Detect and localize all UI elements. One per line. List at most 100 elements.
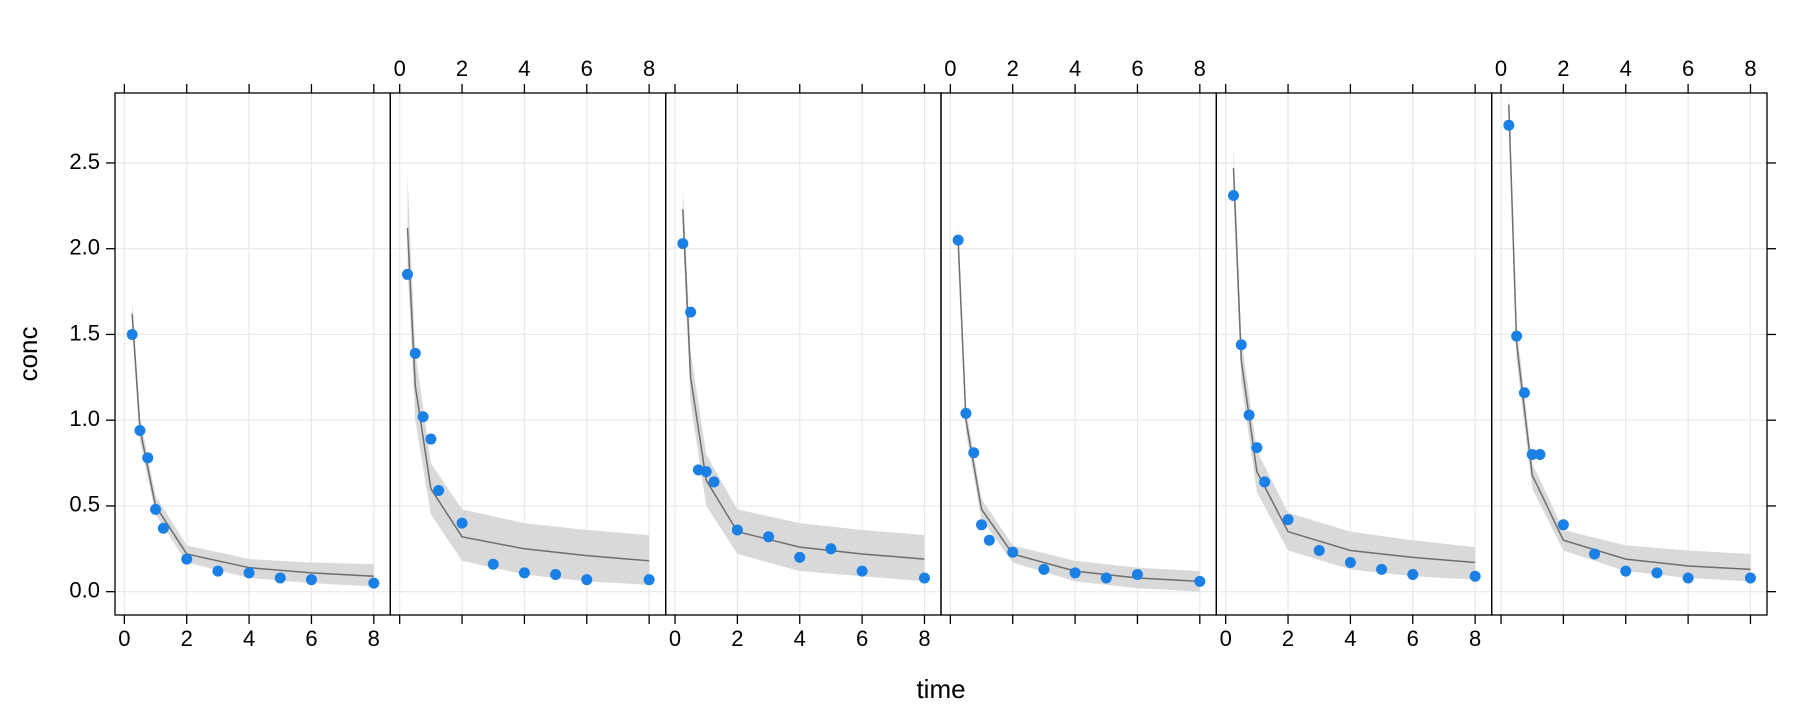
y-axis-label: conc xyxy=(13,327,43,382)
y-tick-label: 2.5 xyxy=(69,149,100,174)
x-tick-label: 4 xyxy=(794,626,806,651)
data-point xyxy=(700,466,712,478)
data-point xyxy=(1620,565,1632,577)
panel-border xyxy=(114,92,391,616)
data-point xyxy=(952,234,964,246)
data-point xyxy=(677,238,689,250)
x-tick-label: 6 xyxy=(1131,56,1143,81)
x-tick-label: 2 xyxy=(1557,56,1569,81)
confidence-band xyxy=(958,222,1200,592)
confidence-band xyxy=(407,174,650,585)
y-tick-label: 1.5 xyxy=(69,320,100,345)
data-point xyxy=(1194,575,1206,587)
data-point xyxy=(401,268,413,280)
fit-line xyxy=(1232,168,1476,564)
data-point xyxy=(1259,476,1271,488)
data-point xyxy=(1344,557,1356,569)
data-point xyxy=(1534,448,1546,460)
data-point xyxy=(983,534,995,546)
data-point xyxy=(960,407,972,419)
data-point xyxy=(518,567,530,579)
data-point xyxy=(456,517,468,529)
data-point xyxy=(550,569,562,581)
x-tick-label: 6 xyxy=(1407,626,1419,651)
data-point xyxy=(794,551,806,563)
data-point xyxy=(1376,563,1388,575)
data-point xyxy=(968,447,980,459)
data-point xyxy=(1526,448,1538,460)
data-point xyxy=(1100,572,1112,584)
data-point xyxy=(918,572,930,584)
x-tick-label: 8 xyxy=(368,626,380,651)
x-tick-label: 8 xyxy=(1744,56,1756,81)
data-point xyxy=(643,574,655,586)
data-point xyxy=(708,476,720,488)
data-point xyxy=(1511,330,1523,342)
x-tick-label: 4 xyxy=(243,626,255,651)
data-point xyxy=(1251,442,1263,454)
y-tick-label: 2.0 xyxy=(69,235,100,260)
data-point xyxy=(976,519,988,531)
data-point xyxy=(856,565,868,577)
data-point xyxy=(1282,514,1294,526)
data-point xyxy=(417,411,429,423)
x-tick-label: 8 xyxy=(1469,626,1481,651)
panel-border xyxy=(1491,92,1768,616)
confidence-band xyxy=(1233,145,1476,580)
data-point xyxy=(1038,563,1050,575)
data-point xyxy=(763,531,775,543)
data-point xyxy=(1069,567,1081,579)
x-tick-label: 4 xyxy=(1344,626,1356,651)
data-point xyxy=(150,503,162,515)
data-point xyxy=(433,485,445,497)
x-tick-label: 2 xyxy=(181,626,193,651)
x-tick-label: 6 xyxy=(856,626,868,651)
fit-line xyxy=(406,228,650,562)
x-tick-label: 0 xyxy=(944,56,956,81)
data-point xyxy=(1131,569,1143,581)
x-tick-label: 6 xyxy=(581,56,593,81)
data-point xyxy=(181,553,193,565)
data-point xyxy=(409,347,421,359)
x-tick-label: 6 xyxy=(305,626,317,651)
x-tick-label: 8 xyxy=(1194,56,1206,81)
x-tick-label: 0 xyxy=(1220,626,1232,651)
data-point xyxy=(581,574,593,586)
x-tick-label: 6 xyxy=(1682,56,1694,81)
data-point xyxy=(305,574,317,586)
x-tick-label: 4 xyxy=(1069,56,1081,81)
fit-line xyxy=(131,313,374,577)
confidence-band xyxy=(1508,85,1751,582)
data-point xyxy=(1007,546,1019,558)
data-point xyxy=(142,452,154,464)
confidence-band xyxy=(682,186,925,582)
x-tick-label: 2 xyxy=(1007,56,1019,81)
data-point xyxy=(1589,548,1601,560)
data-point xyxy=(1682,572,1694,584)
x-tick-label: 0 xyxy=(1495,56,1507,81)
x-tick-label: 4 xyxy=(1620,56,1632,81)
x-tick-label: 0 xyxy=(669,626,681,651)
y-tick-label: 0.0 xyxy=(69,577,100,602)
data-point xyxy=(1518,387,1530,399)
data-point xyxy=(1651,567,1663,579)
data-point xyxy=(1744,572,1756,584)
data-point xyxy=(134,424,146,436)
data-point xyxy=(731,524,743,536)
x-tick-label: 0 xyxy=(394,56,406,81)
data-point xyxy=(1557,519,1569,531)
data-point xyxy=(274,572,286,584)
confidence-band xyxy=(132,300,374,587)
data-point xyxy=(212,565,224,577)
panel-border xyxy=(940,92,1217,616)
x-tick-label: 4 xyxy=(518,56,530,81)
data-point xyxy=(425,433,437,445)
data-point xyxy=(126,328,138,340)
x-tick-label: 2 xyxy=(456,56,468,81)
data-point xyxy=(243,567,255,579)
data-point xyxy=(368,577,380,589)
data-point xyxy=(1407,569,1419,581)
x-tick-label: 0 xyxy=(118,626,130,651)
x-tick-label: 8 xyxy=(643,56,655,81)
